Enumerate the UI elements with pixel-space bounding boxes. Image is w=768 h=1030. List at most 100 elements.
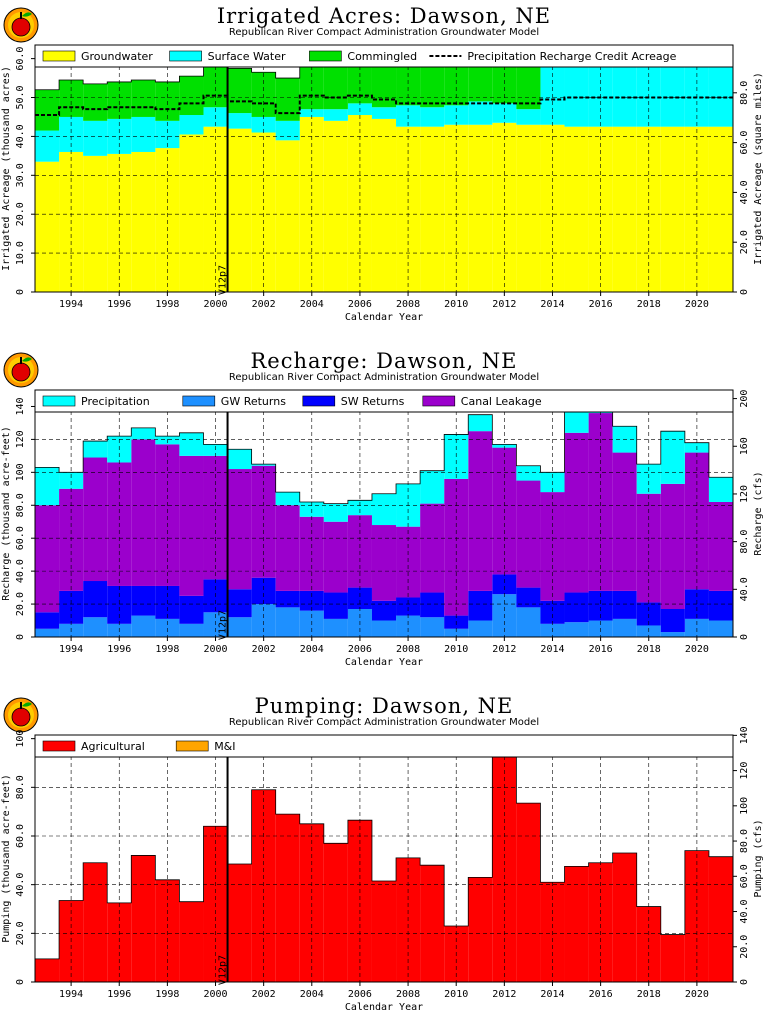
x-tick-label-2016: 2016 [589,644,613,655]
bar-agricultural-2017 [612,853,637,982]
bar-groundwater-1997 [131,151,156,292]
bar-agricultural-1996 [107,902,132,982]
legend-label-canal-leakage: Canal Leakage [461,395,542,408]
bar-groundwater-1993 [35,161,60,292]
bar-canal-leakage-2007 [371,525,397,601]
y-right-tick-label-20: 20.0 [739,230,750,254]
bar-precipitation-2000 [203,444,228,456]
x-tick-label-2000: 2000 [203,989,227,1000]
x-tick-label-2008: 2008 [396,299,420,310]
bar-agricultural-2015 [564,866,589,982]
bar-precipitation-2019 [660,431,685,484]
pumping-chart: 1994 1996 1998 2000 2002 2004 2006 2008 2010 2012… [1,726,764,1013]
x-tick-label-2002: 2002 [252,989,276,1000]
bar-agricultural-2013 [516,803,541,982]
bar-sw-returns-2001 [227,589,252,618]
bar-gw-returns-2021 [708,620,733,637]
recharge-panel: Recharge: Dawson, NE Republican River Co… [0,345,768,685]
bar-commingled-2001 [227,68,252,114]
bar-gw-returns-2013 [516,607,541,637]
bar-sw-returns-2003 [275,590,300,608]
x-tick-label-1998: 1998 [155,644,179,655]
y-tick-label-0: 0 [15,634,26,640]
bar-precipitation-2006 [347,500,372,516]
bar-precipitation-2009 [420,470,445,504]
x-tick-label-2006: 2006 [348,989,372,1000]
bar-groundwater-2009 [420,126,445,293]
y-tick-label-20: 20.0 [15,592,26,616]
bar-sw-returns-2021 [708,590,733,621]
bar-agricultural-1995 [83,862,108,982]
legend-swatch-groundwater [42,50,76,62]
bar-sw-returns-1996 [107,585,132,624]
bar-sw-returns-2007 [371,600,397,621]
bar-commingled-2005 [323,60,348,110]
y-right-tick-label-80: 80.0 [739,829,750,853]
y-axis-right-label: Recharge (cfs) [753,471,764,555]
chart-subtitle: Republican River Compact Administration … [228,717,540,728]
bar-precipitation-1999 [179,432,204,456]
y-axis-label: Recharge (thousand acre-feet) [1,426,12,601]
bar-gw-returns-2001 [227,617,252,637]
bar-canal-leakage-2009 [420,503,445,593]
x-tick-label-2004: 2004 [300,989,324,1000]
bar-canal-leakage-1998 [155,444,180,586]
bar-canal-leakage-2015 [564,432,589,593]
x-tick-label-1994: 1994 [59,989,83,1000]
recharge-chart: 1994 1996 1998 2000 2002 2004 2006 2008 2010 2012… [1,389,764,668]
bar-gw-returns-2008 [396,615,421,637]
bar-groundwater-2015 [564,126,589,293]
y-tick-label-0: 0 [15,979,26,985]
x-tick-label-2018: 2018 [637,989,661,1000]
bar-sw-returns-1997 [131,585,156,616]
bar-canal-leakage-1997 [131,439,156,586]
bar-precipitation-1993 [35,467,60,506]
y-right-tick-label-200: 200 [739,390,750,408]
x-tick-label-1998: 1998 [155,299,179,310]
irrigated-acres-chart: 1994 1996 1998 2000 2002 2004 2006 2008 2010 2012… [1,44,764,323]
bar-surface-water-2014 [540,62,565,125]
bar-agricultural-2011 [468,877,493,982]
x-tick-label-2004: 2004 [300,644,324,655]
legend-label-commingled: Commingled [347,50,417,63]
bar-surface-water-2015 [564,60,589,127]
bar-agricultural-2001 [227,863,252,982]
x-tick-label-2006: 2006 [348,644,372,655]
bar-precipitation-2012 [492,444,517,448]
bar-gw-returns-1995 [83,617,108,637]
y-right-tick-label-0: 0 [739,979,750,985]
y-tick-label-100: 100 [15,730,26,748]
x-tick-label-2002: 2002 [252,299,276,310]
x-tick-label-2002: 2002 [252,644,276,655]
bar-precipitation-2007 [371,493,397,526]
x-tick-label-2006: 2006 [348,299,372,310]
x-tick-label-2012: 2012 [492,989,516,1000]
chart-title: Pumping: Dawson, NE [254,694,514,718]
bar-surface-water-1997 [131,116,156,152]
x-tick-label-2018: 2018 [637,644,661,655]
bar-agricultural-2009 [420,865,445,982]
y-tick-label-20: 20.0 [15,202,26,226]
legend-label-sw-returns: SW Returns [341,395,405,408]
x-tick-label-2016: 2016 [589,299,613,310]
x-tick-label-2018: 2018 [637,299,661,310]
bar-groundwater-2001 [227,128,252,292]
legend-swatch-sw-returns [302,395,336,407]
bar-sw-returns-2009 [420,592,445,618]
bar-gw-returns-2010 [444,628,469,637]
x-tick-label-2014: 2014 [540,299,564,310]
bar-surface-water-2007 [371,107,397,119]
bar-surface-water-2013 [516,109,541,125]
pumping-panel: Pumping: Dawson, NE Republican River Com… [0,690,768,1030]
bar-gw-returns-1998 [155,618,180,637]
y-axis-right-label: Irrigated Acreage (square miles) [753,72,764,265]
y-tick-label-20: 20.0 [15,921,26,945]
x-tick-label-2012: 2012 [492,644,516,655]
bar-commingled-1995 [83,83,108,121]
bar-sw-returns-2013 [516,587,541,608]
bar-surface-water-2019 [660,60,685,127]
x-axis-label: Calendar Year [345,657,423,668]
bar-gw-returns-2011 [468,620,493,637]
bar-groundwater-2019 [660,126,685,293]
model-version-label: V12p7 [218,265,229,295]
